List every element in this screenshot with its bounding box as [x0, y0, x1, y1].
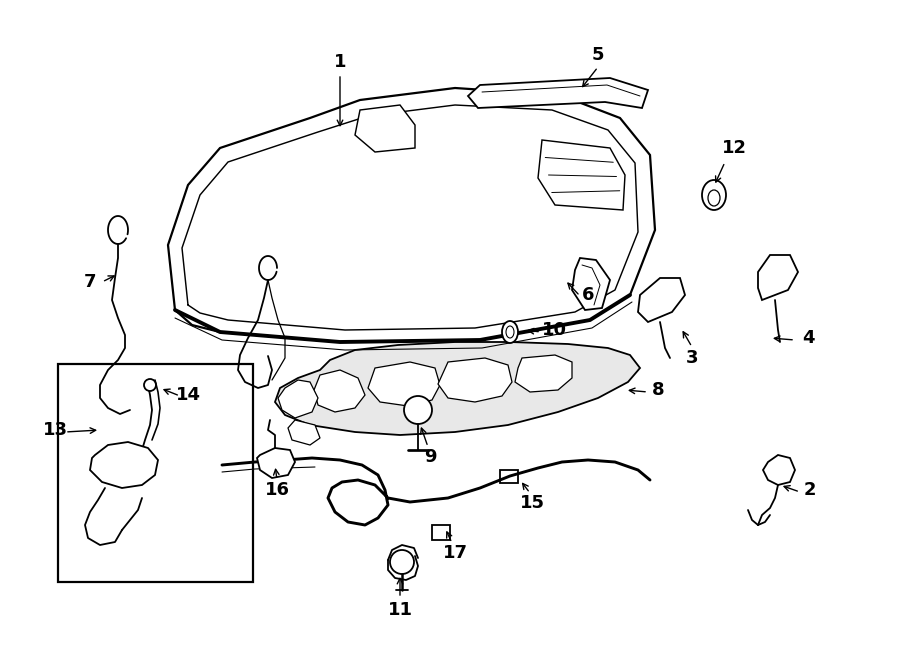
Text: 15: 15 [519, 494, 544, 512]
Text: 17: 17 [443, 544, 467, 562]
Ellipse shape [506, 326, 514, 338]
Text: 5: 5 [592, 46, 604, 64]
Polygon shape [368, 362, 440, 406]
Text: 12: 12 [722, 139, 746, 157]
Circle shape [404, 396, 432, 424]
Text: 6: 6 [581, 286, 594, 304]
Text: 14: 14 [176, 386, 201, 404]
Text: 13: 13 [42, 421, 68, 439]
Polygon shape [288, 420, 320, 445]
Circle shape [144, 379, 156, 391]
Polygon shape [438, 358, 512, 402]
Text: 3: 3 [686, 349, 698, 367]
Text: 7: 7 [84, 273, 96, 291]
Polygon shape [278, 380, 318, 418]
Circle shape [390, 550, 414, 574]
Ellipse shape [702, 180, 726, 210]
Polygon shape [500, 470, 518, 483]
Text: 1: 1 [334, 53, 346, 71]
Text: 2: 2 [804, 481, 816, 499]
Polygon shape [355, 105, 415, 152]
Polygon shape [763, 455, 795, 485]
Polygon shape [515, 355, 572, 392]
Polygon shape [432, 525, 450, 540]
Polygon shape [758, 255, 798, 300]
Polygon shape [275, 342, 640, 435]
Text: 4: 4 [802, 329, 814, 347]
Text: 9: 9 [424, 448, 436, 466]
Polygon shape [572, 258, 610, 310]
Text: 8: 8 [652, 381, 664, 399]
Polygon shape [90, 442, 158, 488]
Polygon shape [168, 88, 655, 342]
Text: 16: 16 [265, 481, 290, 499]
Polygon shape [257, 448, 295, 478]
Bar [58, 364, 253, 582]
Polygon shape [538, 140, 625, 210]
Polygon shape [638, 278, 685, 322]
Text: 10: 10 [542, 321, 566, 339]
Text: 11: 11 [388, 601, 412, 619]
Ellipse shape [502, 321, 518, 343]
Polygon shape [314, 370, 365, 412]
Polygon shape [468, 78, 648, 108]
Ellipse shape [708, 190, 720, 206]
